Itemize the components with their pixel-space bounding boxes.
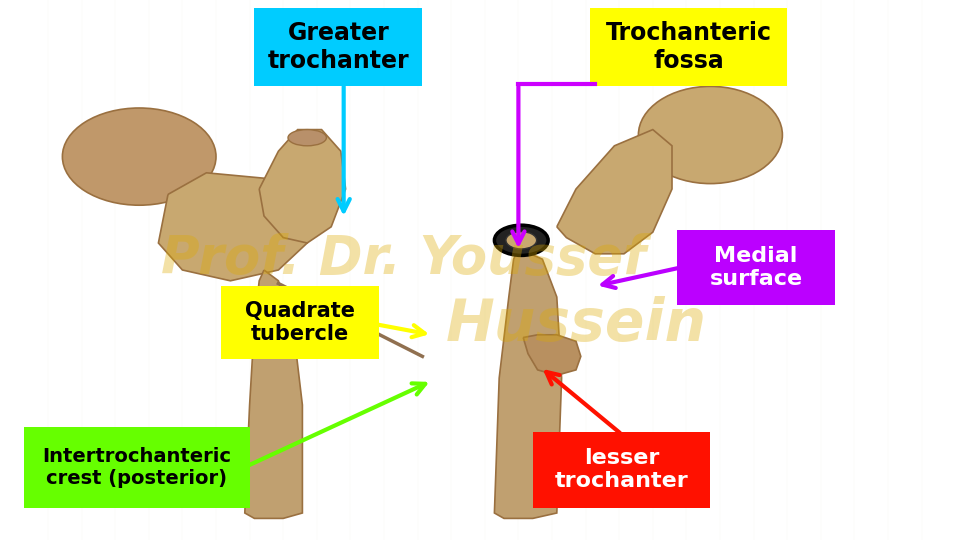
Text: Medial
surface: Medial surface bbox=[709, 246, 803, 289]
Text: Prof. Dr. Youssef: Prof. Dr. Youssef bbox=[160, 233, 646, 285]
Text: Intertrochanteric
crest (posterior): Intertrochanteric crest (posterior) bbox=[42, 447, 231, 488]
PathPatch shape bbox=[494, 248, 562, 518]
Text: lesser
trochanter: lesser trochanter bbox=[555, 448, 688, 491]
Ellipse shape bbox=[264, 287, 302, 301]
PathPatch shape bbox=[259, 130, 346, 243]
FancyBboxPatch shape bbox=[254, 8, 422, 86]
Text: Hussein: Hussein bbox=[445, 295, 707, 353]
Ellipse shape bbox=[62, 108, 216, 205]
PathPatch shape bbox=[245, 270, 302, 518]
Circle shape bbox=[506, 232, 537, 249]
PathPatch shape bbox=[158, 173, 307, 281]
PathPatch shape bbox=[523, 335, 581, 375]
PathPatch shape bbox=[557, 130, 672, 254]
Text: Trochanteric
fossa: Trochanteric fossa bbox=[606, 22, 772, 73]
Circle shape bbox=[494, 225, 548, 255]
Text: Quadrate
tubercle: Quadrate tubercle bbox=[245, 301, 355, 345]
FancyBboxPatch shape bbox=[221, 286, 379, 359]
FancyBboxPatch shape bbox=[24, 427, 250, 508]
FancyBboxPatch shape bbox=[590, 8, 787, 86]
FancyBboxPatch shape bbox=[533, 432, 710, 508]
Ellipse shape bbox=[638, 86, 782, 184]
Ellipse shape bbox=[288, 130, 326, 146]
Text: Greater
trochanter: Greater trochanter bbox=[268, 22, 409, 73]
FancyBboxPatch shape bbox=[677, 230, 835, 305]
